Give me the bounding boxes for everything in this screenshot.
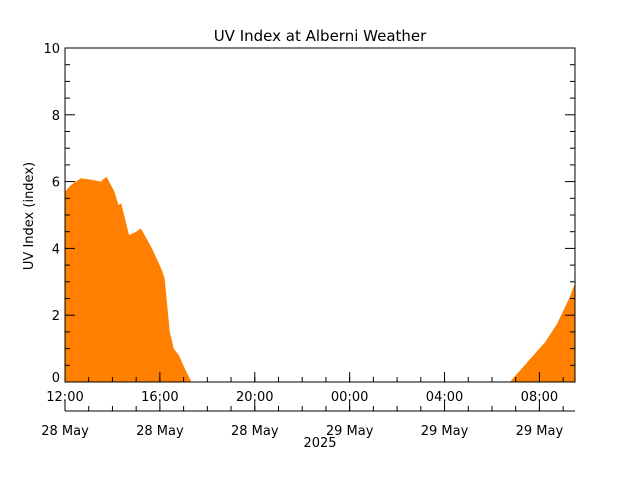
x-tick-date-label: 28 May bbox=[136, 424, 184, 439]
x-tick-time-label: 00:00 bbox=[331, 390, 368, 405]
y-tick-label: 6 bbox=[52, 176, 60, 191]
x-tick-time-label: 04:00 bbox=[426, 390, 463, 405]
x-tick-date-label: 28 May bbox=[231, 424, 279, 439]
x-tick-date-label: 29 May bbox=[326, 424, 374, 439]
x-tick-date-label: 28 May bbox=[41, 424, 89, 439]
x-axis-label: 2025 bbox=[303, 436, 336, 451]
y-tick-label: 2 bbox=[52, 309, 60, 324]
y-axis: 0 2 4 6 8 10 bbox=[43, 42, 575, 386]
x-tick-time-label: 08:00 bbox=[521, 390, 558, 405]
x-tick-date-label: 29 May bbox=[516, 424, 564, 439]
uv-area-series bbox=[65, 176, 575, 382]
x-tick-time-label: 20:00 bbox=[236, 390, 273, 405]
chart-title: UV Index at Alberni Weather bbox=[214, 27, 427, 45]
x-axis: 12:00 28 May 16:00 28 May 20:00 28 May 00:00 29… bbox=[41, 372, 575, 439]
y-tick-label: 8 bbox=[52, 109, 60, 124]
x-tick-time-label: 16:00 bbox=[141, 390, 178, 405]
x-tick-time-label: 12:00 bbox=[46, 390, 83, 405]
plot-area bbox=[64, 47, 576, 383]
y-tick-label: 4 bbox=[52, 242, 60, 257]
y-tick-label: 0 bbox=[52, 371, 60, 386]
y-tick-label: 10 bbox=[43, 42, 60, 57]
y-axis-label: UV Index (index) bbox=[22, 162, 37, 270]
x-tick-date-label: 29 May bbox=[421, 424, 469, 439]
